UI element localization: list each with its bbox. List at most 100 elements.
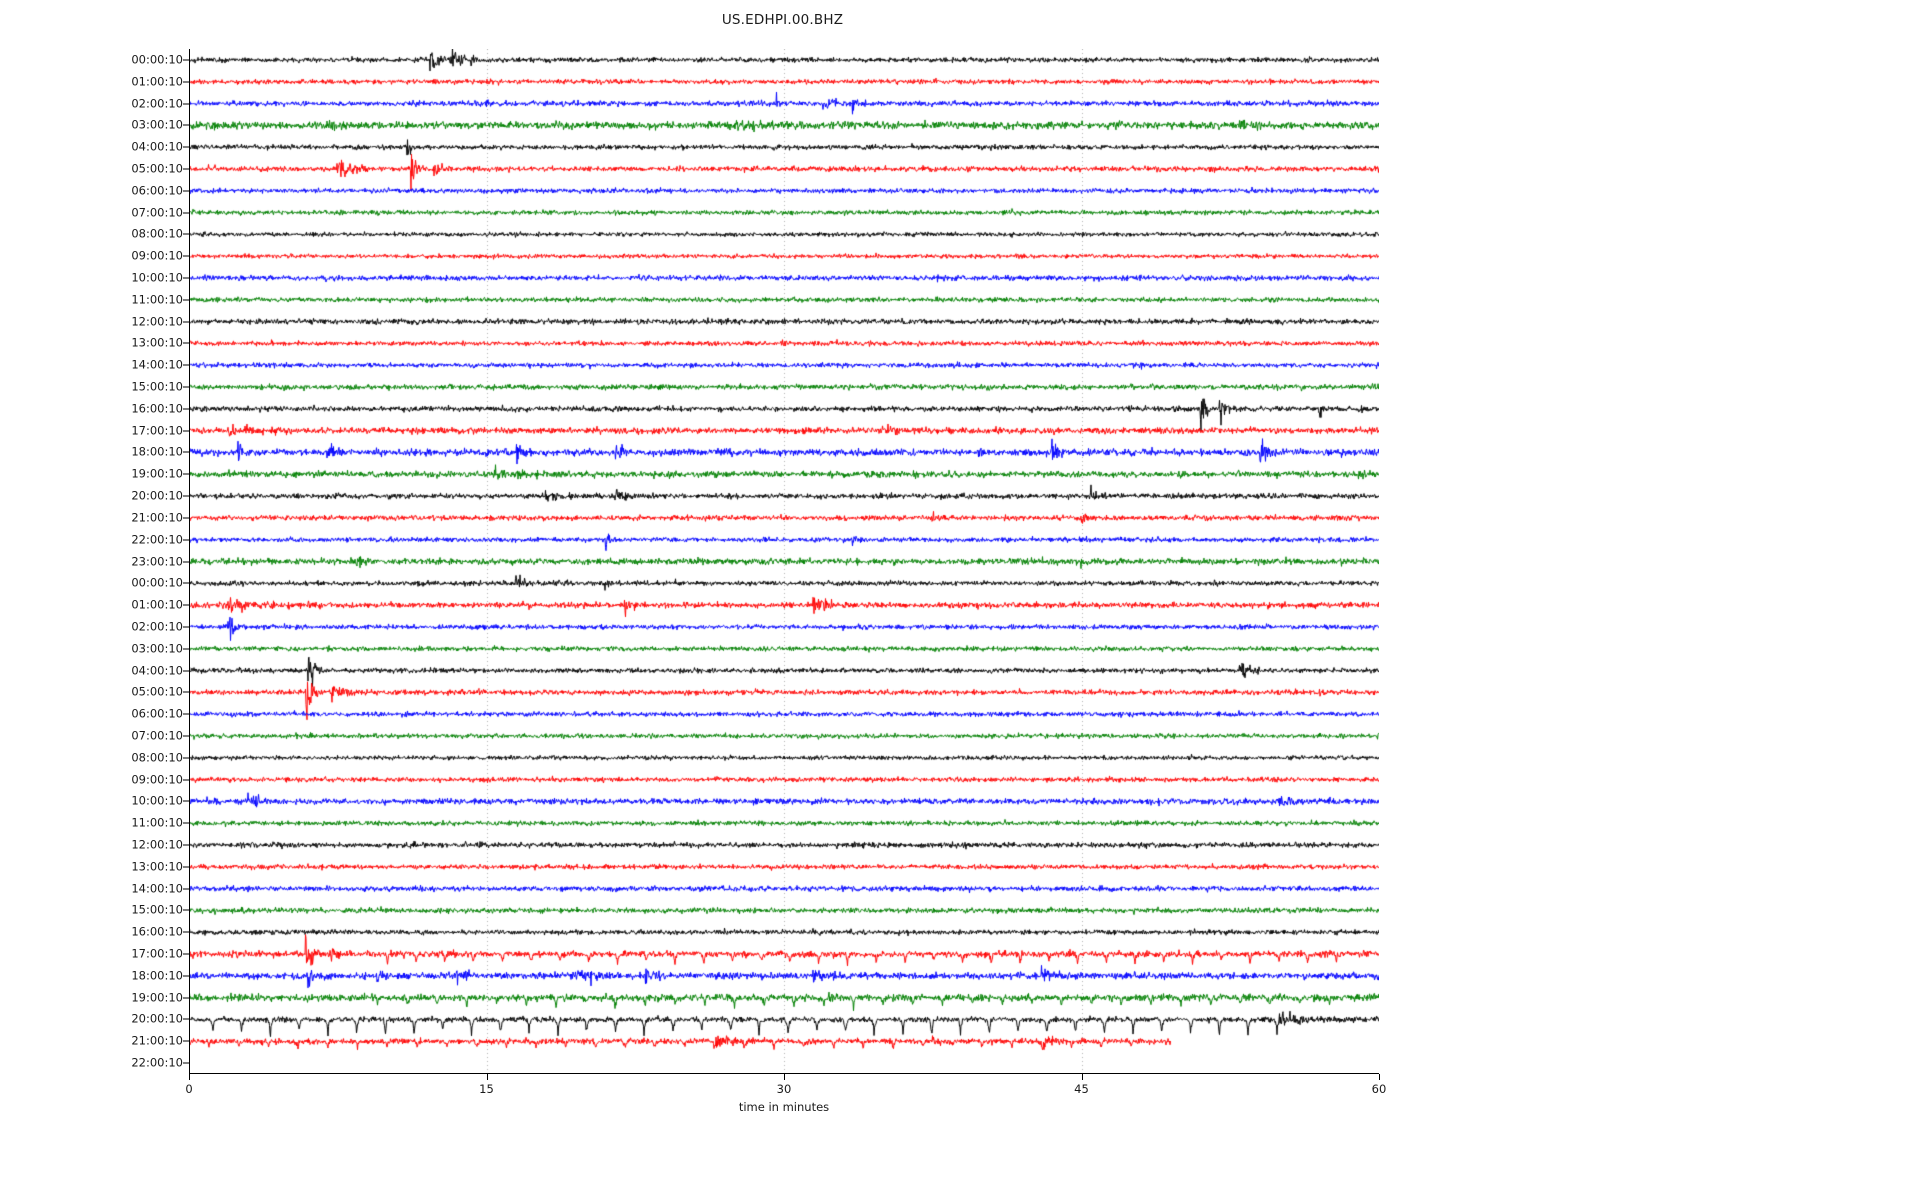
y-tick-mark [183, 408, 189, 410]
y-tick-label: 02:00:10 [131, 619, 183, 634]
y-tick-label: 07:00:10 [131, 728, 183, 743]
page-title: US.EDHPI.00.BHZ [721, 12, 844, 28]
y-tick-label: 09:00:10 [131, 771, 183, 786]
y-tick-mark [183, 866, 189, 868]
y-tick-mark [183, 1040, 189, 1042]
y-tick-label: 01:00:10 [131, 73, 183, 88]
y-tick-label: 21:00:10 [131, 1033, 183, 1048]
y-tick-label: 10:00:10 [131, 270, 183, 285]
y-tick-mark [183, 146, 189, 148]
y-tick-label: 11:00:10 [131, 815, 183, 830]
plot-axes [189, 49, 1379, 1074]
y-tick-label: 13:00:10 [131, 859, 183, 874]
y-tick-mark [183, 800, 189, 802]
y-tick-mark [183, 648, 189, 650]
y-tick-mark [183, 1018, 189, 1020]
y-tick-label: 12:00:10 [131, 313, 183, 328]
y-tick-label: 15:00:10 [131, 379, 183, 394]
x-tick-label: 0 [185, 1082, 193, 1096]
y-tick-mark [183, 539, 189, 541]
y-tick-mark [183, 1062, 189, 1064]
y-tick-mark [183, 451, 189, 453]
y-tick-label: 05:00:10 [131, 684, 183, 699]
y-tick-mark [183, 931, 189, 933]
y-tick-mark [183, 212, 189, 214]
y-tick-label: 13:00:10 [131, 335, 183, 350]
y-tick-label: 16:00:10 [131, 401, 183, 416]
y-tick-label: 14:00:10 [131, 357, 183, 372]
y-tick-mark [183, 735, 189, 737]
y-tick-mark [183, 364, 189, 366]
y-axis-tick-labels: 00:00:10 01:00:10 02:00:10 03:00:10 04:00:10… [0, 49, 189, 1074]
x-tick-mark [1081, 1074, 1083, 1080]
y-tick-label: 03:00:10 [131, 117, 183, 132]
y-tick-label: 19:00:10 [131, 989, 183, 1004]
y-tick-mark [183, 386, 189, 388]
x-tick-label: 15 [479, 1082, 494, 1096]
y-tick-mark [183, 81, 189, 83]
y-tick-label: 12:00:10 [131, 837, 183, 852]
y-tick-mark [183, 59, 189, 61]
x-tick-mark [189, 1074, 190, 1080]
y-tick-mark [183, 670, 189, 672]
x-tick-mark [486, 1074, 488, 1080]
y-tick-mark [183, 582, 189, 584]
y-tick-mark [183, 299, 189, 301]
y-tick-label: 19:00:10 [131, 466, 183, 481]
y-tick-label: 20:00:10 [131, 488, 183, 503]
y-tick-mark [183, 124, 189, 126]
y-tick-label: 23:00:10 [131, 553, 183, 568]
y-tick-label: 22:00:10 [131, 531, 183, 546]
x-tick-label: 45 [1074, 1082, 1089, 1096]
y-tick-label: 10:00:10 [131, 793, 183, 808]
x-tick-mark [784, 1074, 785, 1080]
y-tick-label: 11:00:10 [131, 292, 183, 307]
y-tick-label: 07:00:10 [131, 204, 183, 219]
y-tick-label: 15:00:10 [131, 902, 183, 917]
y-tick-mark [183, 473, 189, 475]
y-tick-label: 04:00:10 [131, 139, 183, 154]
y-tick-mark [183, 255, 189, 257]
y-tick-mark [183, 626, 189, 628]
y-tick-mark [183, 561, 189, 562]
y-tick-label: 08:00:10 [131, 226, 183, 241]
y-tick-mark [183, 779, 189, 781]
y-tick-label: 06:00:10 [131, 183, 183, 197]
y-tick-mark [183, 713, 189, 715]
y-tick-mark [183, 430, 189, 432]
y-tick-label: 16:00:10 [131, 924, 183, 939]
y-tick-mark [183, 997, 189, 999]
y-tick-mark [183, 277, 189, 279]
y-tick-label: 18:00:10 [131, 968, 183, 983]
y-tick-mark [183, 888, 189, 890]
y-tick-mark [183, 495, 189, 497]
y-tick-label: 14:00:10 [131, 880, 183, 895]
x-axis-tick-labels: 0 15 30 45 60 [185, 1074, 1386, 1104]
y-tick-label: 06:00:10 [131, 706, 183, 721]
y-tick-label: 22:00:10 [131, 1055, 183, 1070]
y-tick-label: 00:00:10 [131, 52, 183, 67]
y-tick-mark [183, 342, 189, 344]
y-tick-mark [183, 975, 189, 977]
y-tick-label: 04:00:10 [131, 662, 183, 677]
y-tick-mark [183, 190, 189, 192]
y-tick-label: 17:00:10 [131, 422, 183, 437]
y-tick-label: 21:00:10 [131, 510, 183, 525]
seismogram-traces-canvas [189, 49, 1379, 1074]
y-tick-mark [183, 321, 189, 323]
y-tick-mark [183, 953, 189, 955]
y-tick-mark [183, 757, 189, 759]
y-tick-mark [183, 604, 189, 606]
y-tick-label: 08:00:10 [131, 750, 183, 765]
y-tick-mark [183, 909, 189, 911]
x-tick-mark [1379, 1074, 1380, 1080]
y-tick-label: 00:00:10 [131, 575, 183, 590]
y-tick-label: 03:00:10 [131, 640, 183, 655]
y-tick-mark [183, 233, 189, 235]
y-tick-mark [183, 517, 189, 519]
y-tick-label: 05:00:10 [131, 161, 183, 176]
y-tick-label: 09:00:10 [131, 248, 183, 263]
x-axis-label: time in minutes [738, 1100, 830, 1114]
x-tick-label: 30 [776, 1082, 792, 1096]
